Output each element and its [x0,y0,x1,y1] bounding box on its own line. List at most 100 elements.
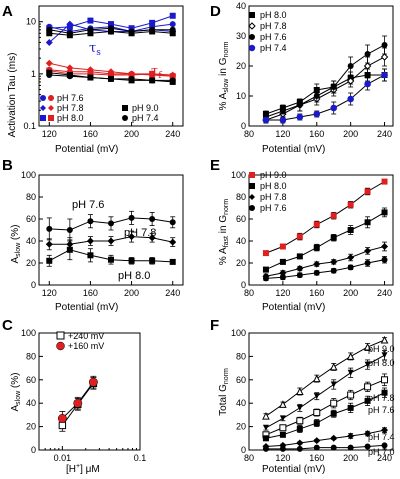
panel-e-xlabel: Potential (mV) [262,302,325,313]
x-tick-label: 160 [309,129,324,139]
tau-s-label: τs [89,41,101,58]
data-point [296,272,303,279]
data-point [107,68,115,76]
data-point [381,352,388,359]
data-point [279,431,286,438]
data-point [330,410,337,417]
data-point [381,42,388,48]
data-point [46,225,53,232]
legend-marker-red-diamond [48,105,54,111]
data-point [363,342,372,351]
data-point [46,72,53,79]
y-tick-label: 60 [236,375,246,385]
panel-b-plot [45,210,177,267]
data-point [262,250,269,257]
x-tick-label: 240 [377,129,392,139]
data-point [364,260,371,266]
legend-label-240mv: +240 mV [68,331,104,341]
data-point [312,374,321,383]
data-point [262,266,269,273]
data-point [57,413,67,423]
data-point [149,19,156,26]
y-tick-label: 100 [21,170,36,180]
data-point [364,397,371,404]
x-tick-label: 200 [343,129,358,139]
data-point [128,28,135,35]
panel-c-legend: +240 mV +160 mV [56,331,104,351]
data-point [45,38,53,46]
x-tick-label: 120 [275,129,290,139]
data-point [87,17,94,24]
legend-marker-red-square [249,172,255,178]
x-tick-label: 120 [275,288,290,298]
y-tick-label: 0 [31,280,36,290]
data-point [313,110,321,118]
data-point [87,30,94,37]
legend-label-ph76: pH 7.6 [260,203,287,213]
legend-label-ph76: pH 7.6 [260,32,287,42]
data-point [86,66,94,74]
data-point [381,389,388,396]
legend-label-160mv: +160 mV [68,341,104,351]
legend-label-ph80: pH 8.0 [57,113,84,123]
data-point [88,377,98,387]
y-tick-label: 20 [26,422,36,432]
data-point [149,216,156,222]
data-point [128,70,136,78]
data-point [108,28,114,35]
data-point [381,426,389,434]
legend-marker-blue-diamond [40,105,46,111]
data-point [330,434,338,442]
y-tick-label: 30 [236,31,246,41]
legend-marker-red-square [48,115,54,121]
x-tick-label: 120 [42,288,57,298]
panel-e: 80 120 160 200 240 0 20 40 60 80 100 Potential (mV… [218,170,394,313]
data-point [313,437,321,445]
data-point [381,243,389,250]
data-point [364,51,371,57]
panel-letter-a: A [2,3,13,20]
x-tick-label: 200 [124,129,139,139]
x-tick-label: 240 [377,453,392,463]
legend-marker-open-square [56,331,65,340]
panel-c-xlabel: [H+] μM [66,463,100,475]
data-point [364,361,371,368]
data-point [347,63,354,69]
data-point [347,264,354,271]
data-point [148,234,156,242]
data-point [313,420,320,427]
panel-c-plot [57,375,98,432]
x-tick-label: 80 [244,288,254,298]
data-point [347,444,354,451]
panel-d-plot [262,35,389,124]
panel-b-label-ph76: pH 7.6 [72,199,104,211]
data-point [313,393,320,400]
panel-f-label-ph90: pH 9.0 [368,344,395,354]
data-point [66,73,73,80]
y-tick-label: 60 [236,214,246,224]
data-point [58,421,67,430]
data-point [296,439,304,447]
data-point [296,417,304,425]
data-point [169,71,177,79]
data-point [313,244,320,251]
data-point [66,30,73,37]
legend-label-ph78: pH 7.8 [57,103,84,113]
panel-a: 120 160 200 240 0.1 1 10 Potential (mV) Activa… [7,5,184,155]
legend-marker-red-circle [56,341,65,351]
y-tick-label: 80 [236,192,246,202]
x-tick-label: 120 [42,129,57,139]
data-point [313,93,320,99]
x-tick-label: 160 [83,129,98,139]
data-point [108,256,114,263]
x-tick-label: 200 [343,453,358,463]
data-point [148,70,156,78]
data-point [169,77,176,84]
legend-marker-open-diamond [248,22,256,30]
data-point [108,220,114,227]
x-tick-label: 200 [343,288,358,298]
data-point [347,432,355,440]
data-point [66,227,73,233]
data-point [279,108,286,114]
legend-label-ph90: pH 9.0 [260,170,287,180]
